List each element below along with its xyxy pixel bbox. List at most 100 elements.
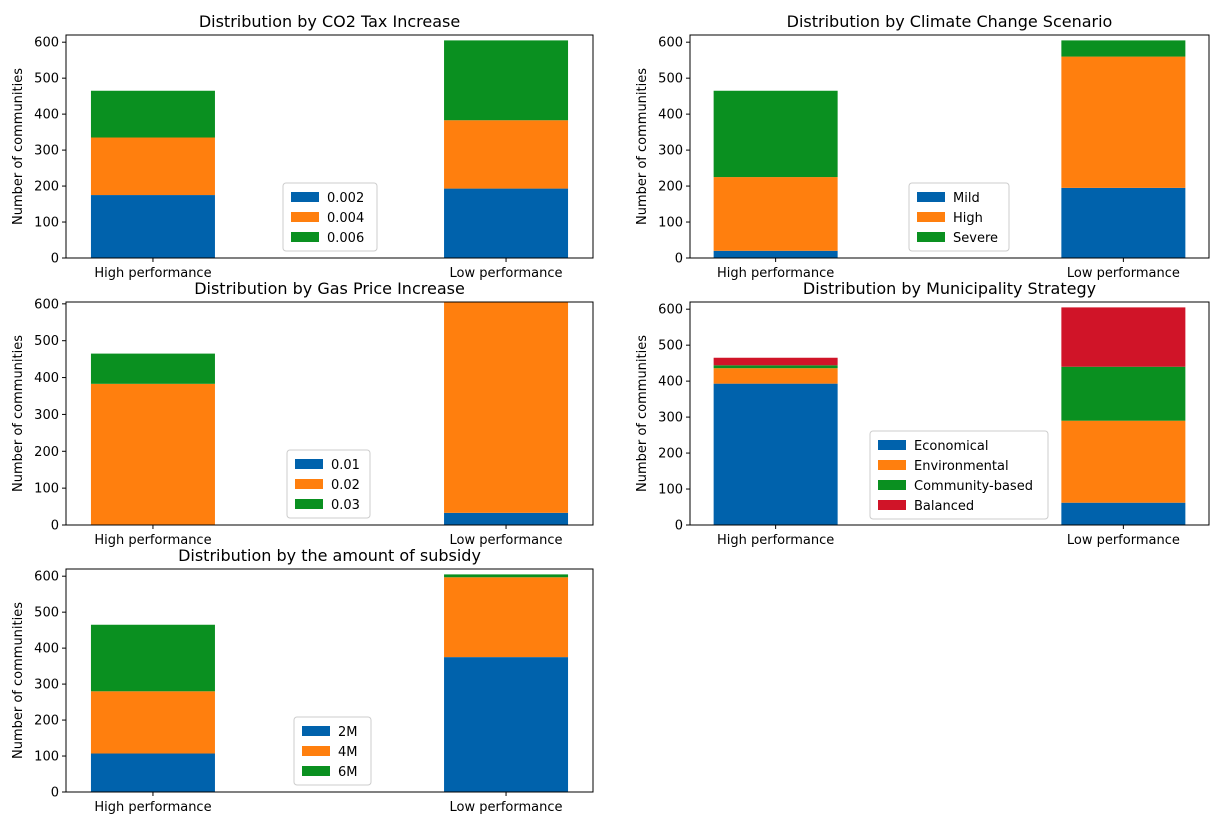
legend-swatch (878, 440, 906, 450)
bar-high-2 (90, 691, 215, 754)
y-tick-label: 400 (34, 371, 59, 386)
bar-high-1 (90, 753, 215, 792)
bar-high-1 (713, 383, 838, 525)
legend-label: 0.006 (327, 231, 364, 246)
chart-panel-1: Distribution by CO2 Tax Increase Number o… (11, 12, 594, 281)
legend-label: High (953, 211, 983, 226)
chart-panel-2: Distribution by Climate Change Scenario N… (635, 12, 1210, 281)
chart-title: Distribution by Municipality Strategy (803, 279, 1096, 298)
legend-label: 0.03 (331, 498, 360, 513)
legend-label: 4M (338, 745, 358, 760)
bar-high-2 (713, 177, 838, 251)
plot-frame (65, 568, 594, 793)
legend-label: Community-based (914, 479, 1033, 494)
chart-title: Distribution by the amount of subsidy (178, 546, 481, 565)
x-tick-label: High performance (717, 266, 834, 281)
y-axis-label: Number of communities (11, 602, 26, 759)
y-tick-label: 200 (658, 447, 683, 462)
x-tick-label: Low performance (450, 266, 563, 281)
y-tick-label: 500 (658, 72, 683, 87)
y-tick-label: 600 (658, 303, 683, 318)
y-tick-label: 200 (34, 714, 59, 729)
bar-high-4 (713, 357, 838, 366)
legend-swatch (295, 499, 323, 509)
bar-high-3 (90, 624, 215, 692)
y-tick-label: 400 (34, 108, 59, 123)
bar-low-3 (444, 574, 569, 578)
y-tick-label: 0 (51, 252, 59, 267)
bar-low-2 (1061, 56, 1186, 188)
y-axis-label: Number of communities (11, 335, 26, 492)
legend-swatch (291, 192, 319, 202)
bar-low-2 (444, 302, 569, 513)
legend-swatch (291, 232, 319, 242)
bar-high-1 (90, 195, 215, 258)
legend-label: 0.002 (327, 191, 364, 206)
bar-high-1 (713, 250, 838, 258)
x-tick-label: High performance (94, 800, 211, 814)
y-tick-label: 200 (34, 445, 59, 460)
legend-box (869, 430, 1049, 520)
bar-low-2 (444, 120, 569, 189)
legend-swatch (878, 480, 906, 490)
chart-title: Distribution by Climate Change Scenario (787, 12, 1113, 31)
bar-low-3 (444, 40, 569, 121)
legend-label: 0.02 (331, 478, 360, 493)
y-tick-label: 500 (34, 334, 59, 349)
bar-high-2 (90, 137, 215, 196)
legend-swatch (878, 500, 906, 510)
chart-title: Distribution by Gas Price Increase (194, 279, 465, 298)
bar-high-2 (90, 383, 215, 525)
bar-low-1 (444, 512, 569, 525)
legend-label: Balanced (914, 499, 974, 514)
bar-low-1 (444, 657, 569, 792)
bar-low-2 (444, 577, 569, 658)
y-tick-label: 100 (34, 750, 59, 765)
y-tick-label: 0 (675, 252, 683, 267)
bar-high-2 (713, 368, 838, 384)
y-tick-label: 100 (34, 216, 59, 231)
legend-swatch (302, 766, 330, 776)
chart-panel-5: Distribution by the amount of subsidy Num… (11, 546, 594, 814)
legend-label: 0.004 (327, 211, 364, 226)
y-tick-label: 600 (34, 570, 59, 585)
bar-high-3 (713, 365, 838, 369)
bar-low-1 (444, 188, 569, 258)
y-tick-label: 600 (658, 36, 683, 51)
y-tick-label: 300 (34, 408, 59, 423)
y-tick-label: 0 (51, 786, 59, 801)
legend-swatch (917, 232, 945, 242)
y-tick-label: 300 (34, 678, 59, 693)
legend-label: Severe (953, 231, 998, 246)
legend-swatch (878, 460, 906, 470)
chart-panel-4: Distribution by Municipality Strategy Num… (635, 279, 1210, 548)
bar-low-2 (1061, 420, 1186, 503)
x-tick-label: Low performance (1067, 266, 1180, 281)
x-tick-label: Low performance (450, 800, 563, 814)
y-axis-label: Number of communities (635, 335, 650, 492)
legend-label: 2M (338, 725, 358, 740)
legend-swatch (917, 212, 945, 222)
x-tick-label: High performance (717, 533, 834, 548)
y-tick-label: 100 (658, 483, 683, 498)
legend: Mild High Severe (908, 182, 1010, 252)
y-tick-label: 200 (658, 180, 683, 195)
y-tick-label: 300 (34, 144, 59, 159)
legend-label: Economical (914, 439, 989, 454)
legend-swatch (291, 212, 319, 222)
y-axis-label: Number of communities (11, 68, 26, 225)
plot-frame (65, 301, 594, 526)
y-tick-label: 400 (34, 642, 59, 657)
legend-swatch (295, 479, 323, 489)
chart-title: Distribution by CO2 Tax Increase (199, 12, 460, 31)
legend: 0.002 0.004 0.006 (282, 182, 378, 252)
y-tick-label: 500 (34, 72, 59, 87)
legend-label: 0.01 (331, 458, 360, 473)
legend: 0.01 0.02 0.03 (286, 449, 371, 519)
chart-panel-3: Distribution by Gas Price Increase Number… (11, 279, 594, 548)
x-tick-label: Low performance (1067, 533, 1180, 548)
y-axis-label: Number of communities (635, 68, 650, 225)
bar-high-3 (90, 353, 215, 384)
x-tick-label: High performance (94, 266, 211, 281)
